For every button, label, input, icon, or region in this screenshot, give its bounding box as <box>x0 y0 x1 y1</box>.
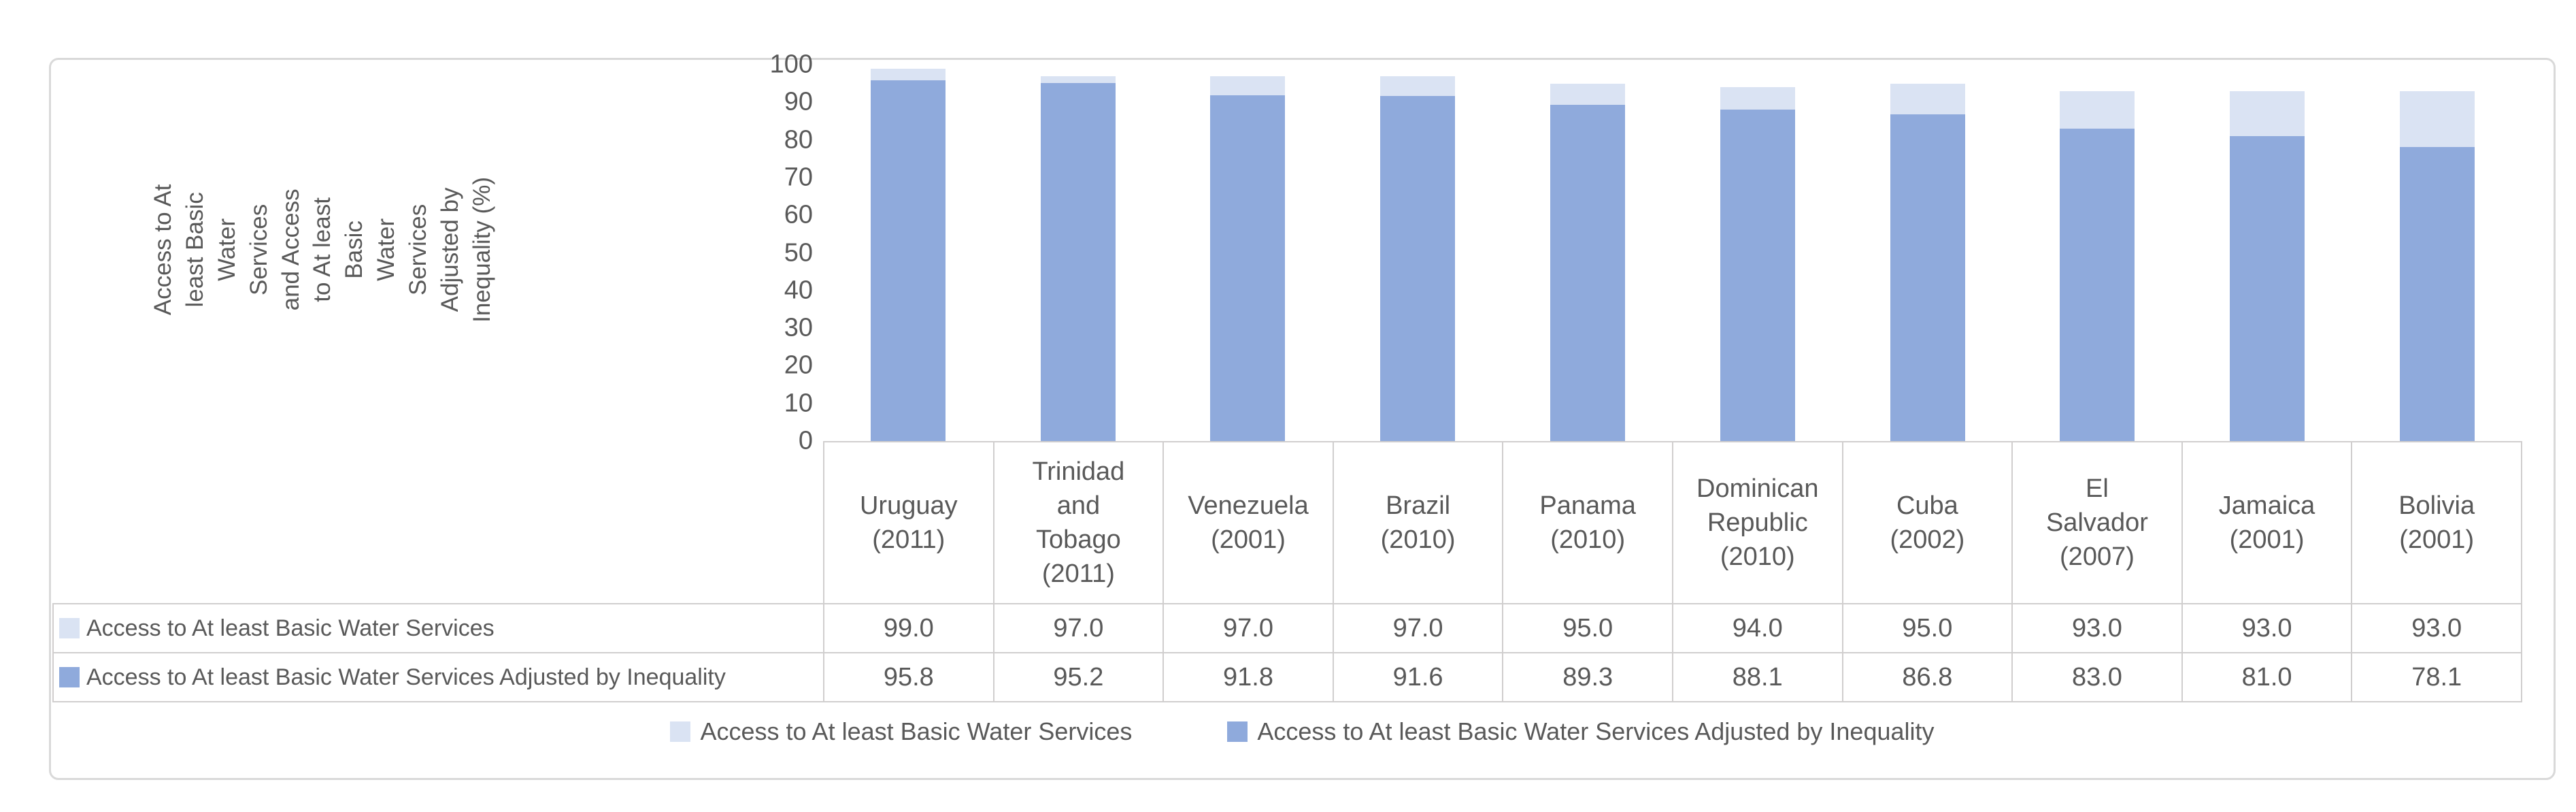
table-header-row: Uruguay (2011) Trinidad and Tobago (2011)… <box>53 441 2522 604</box>
table-value-cell: 95.0 <box>1841 603 2013 653</box>
bar-group <box>1843 65 2013 441</box>
bar-adjusted-by-inequality <box>870 80 946 441</box>
row-label-content: Access to At least Basic Water Services … <box>54 664 822 691</box>
bar-adjusted-by-inequality <box>2060 129 2135 441</box>
legend-item: Access to At least Basic Water Services <box>670 717 1132 746</box>
plot-area <box>823 65 2522 441</box>
table-header-cell: Panama (2010) <box>1502 441 1673 604</box>
table-value-cell: 93.0 <box>2181 603 2353 653</box>
table-value-cell: 97.0 <box>1162 603 1334 653</box>
table-header-cell: Dominican Republic (2010) <box>1671 441 1843 604</box>
series-label: Access to At least Basic Water Services <box>86 615 495 641</box>
table-header-cell: Brazil (2010) <box>1332 441 1504 604</box>
bar-group <box>1673 65 1843 441</box>
table-value-cell: 97.0 <box>1332 603 1504 653</box>
bar-adjusted-by-inequality <box>2230 136 2305 441</box>
bar-group <box>2013 65 2183 441</box>
table-value-cell: 95.0 <box>1502 603 1673 653</box>
bar-group <box>1163 65 1333 441</box>
table-value-cell: 78.1 <box>2351 652 2522 702</box>
bar-group <box>2352 65 2522 441</box>
table-value-cell: 95.8 <box>823 652 994 702</box>
table-row: Access to At least Basic Water Services 9… <box>52 603 2522 653</box>
table-value-cell: 86.8 <box>1841 652 2013 702</box>
table-header-cell: El Salvador (2007) <box>2011 441 2183 604</box>
bar-group <box>993 65 1163 441</box>
table-value-cell: 99.0 <box>823 603 994 653</box>
legend-label: Access to At least Basic Water Services <box>700 717 1133 745</box>
table-corner-blank <box>53 442 824 604</box>
table-value-cell: 91.6 <box>1332 652 1504 702</box>
bar-adjusted-by-inequality <box>1380 96 1456 441</box>
table-row-label-cell: Access to At least Basic Water Services … <box>52 652 824 702</box>
y-axis-title: Access to At least Basic Water Services … <box>150 176 496 323</box>
table-header-cell: Jamaica (2001) <box>2181 441 2353 604</box>
legend-label: Access to At least Basic Water Services … <box>1257 717 1935 745</box>
table-value-cell: 94.0 <box>1671 603 1843 653</box>
bar-group <box>2182 65 2352 441</box>
table-header-cell: Bolivia (2001) <box>2351 441 2522 604</box>
legend-swatch-icon <box>1227 721 1248 742</box>
table-value-cell: 83.0 <box>2011 652 2183 702</box>
bar-group <box>1333 65 1503 441</box>
series-label: Access to At least Basic Water Services … <box>86 664 726 690</box>
data-table: Uruguay (2011) Trinidad and Tobago (2011)… <box>52 441 2522 702</box>
table-header-cell: Venezuela (2001) <box>1162 441 1334 604</box>
table-value-cell: 91.8 <box>1162 652 1334 702</box>
bar-adjusted-by-inequality <box>1210 95 1286 441</box>
legend-item: Access to At least Basic Water Services … <box>1227 717 1935 746</box>
series-swatch-icon <box>59 618 80 638</box>
bar-adjusted-by-inequality <box>2400 147 2475 441</box>
table-row-label-cell: Access to At least Basic Water Services <box>52 603 824 653</box>
y-axis-title-box: Access to At least Basic Water Services … <box>150 58 495 441</box>
bar-adjusted-by-inequality <box>1890 114 1965 441</box>
legend: Access to At least Basic Water Services A… <box>49 717 2556 746</box>
bar-group <box>1503 65 1673 441</box>
bar-adjusted-by-inequality <box>1720 109 1795 441</box>
table-header-cell: Uruguay (2011) <box>823 441 994 604</box>
table-value-cell: 93.0 <box>2351 603 2522 653</box>
table-value-cell: 93.0 <box>2011 603 2183 653</box>
series-swatch-icon <box>59 667 80 687</box>
table-value-cell: 89.3 <box>1502 652 1673 702</box>
table-value-cell: 81.0 <box>2181 652 2353 702</box>
table-header-cell: Cuba (2002) <box>1841 441 2013 604</box>
table-row: Access to At least Basic Water Services … <box>52 652 2522 702</box>
table-value-cell: 95.2 <box>992 652 1165 702</box>
row-label-content: Access to At least Basic Water Services <box>54 615 822 642</box>
bar-adjusted-by-inequality <box>1550 105 1626 441</box>
legend-swatch-icon <box>670 721 691 742</box>
bar-adjusted-by-inequality <box>1040 82 1116 441</box>
bar-group <box>823 65 993 441</box>
table-header-cell: Trinidad and Tobago (2011) <box>992 441 1165 604</box>
table-body: Uruguay (2011) Trinidad and Tobago (2011)… <box>52 441 2522 702</box>
table-value-cell: 88.1 <box>1671 652 1843 702</box>
table-value-cell: 97.0 <box>992 603 1165 653</box>
